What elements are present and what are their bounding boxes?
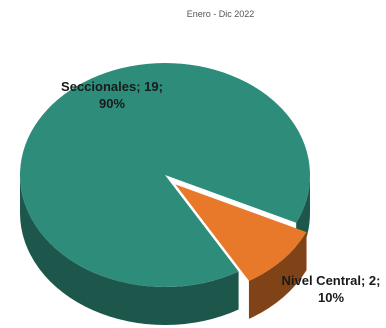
slice-label-nivel-central-line1: Nivel Central; 2; [281,273,381,288]
slice-label-nivel-central-line2: 10% [317,290,345,305]
chart-subtitle: Enero - Dic 2022 [186,9,255,19]
slice-side-nivel-central [248,232,307,319]
slice-nivel-central [175,184,307,281]
slice-side-seccionales-front [19,175,239,326]
slice-label-seccionales-line1: Seccionales; 19; [61,79,163,94]
slice-label-seccionales: Seccionales; 19; 90% [52,78,172,112]
slice-seccionales [19,62,311,287]
slice-label-nivel-central: Nivel Central; 2; 10% [276,272,386,306]
slice-label-seccionales-line2: 90% [98,96,126,111]
